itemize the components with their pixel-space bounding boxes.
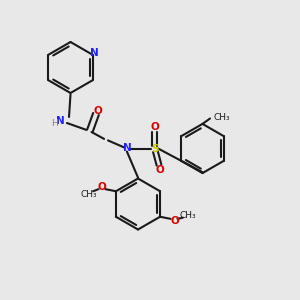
Text: O: O — [97, 182, 106, 192]
Text: H: H — [51, 118, 57, 127]
Text: CH₃: CH₃ — [81, 190, 97, 199]
Text: N: N — [56, 116, 64, 127]
Text: O: O — [93, 106, 102, 116]
Text: O: O — [170, 216, 179, 226]
Text: O: O — [155, 165, 164, 176]
Text: CH₃: CH₃ — [213, 112, 230, 122]
Text: S: S — [151, 143, 158, 154]
Text: CH₃: CH₃ — [180, 211, 196, 220]
Text: N: N — [123, 143, 132, 153]
Text: N: N — [90, 48, 98, 58]
Text: O: O — [150, 122, 159, 132]
